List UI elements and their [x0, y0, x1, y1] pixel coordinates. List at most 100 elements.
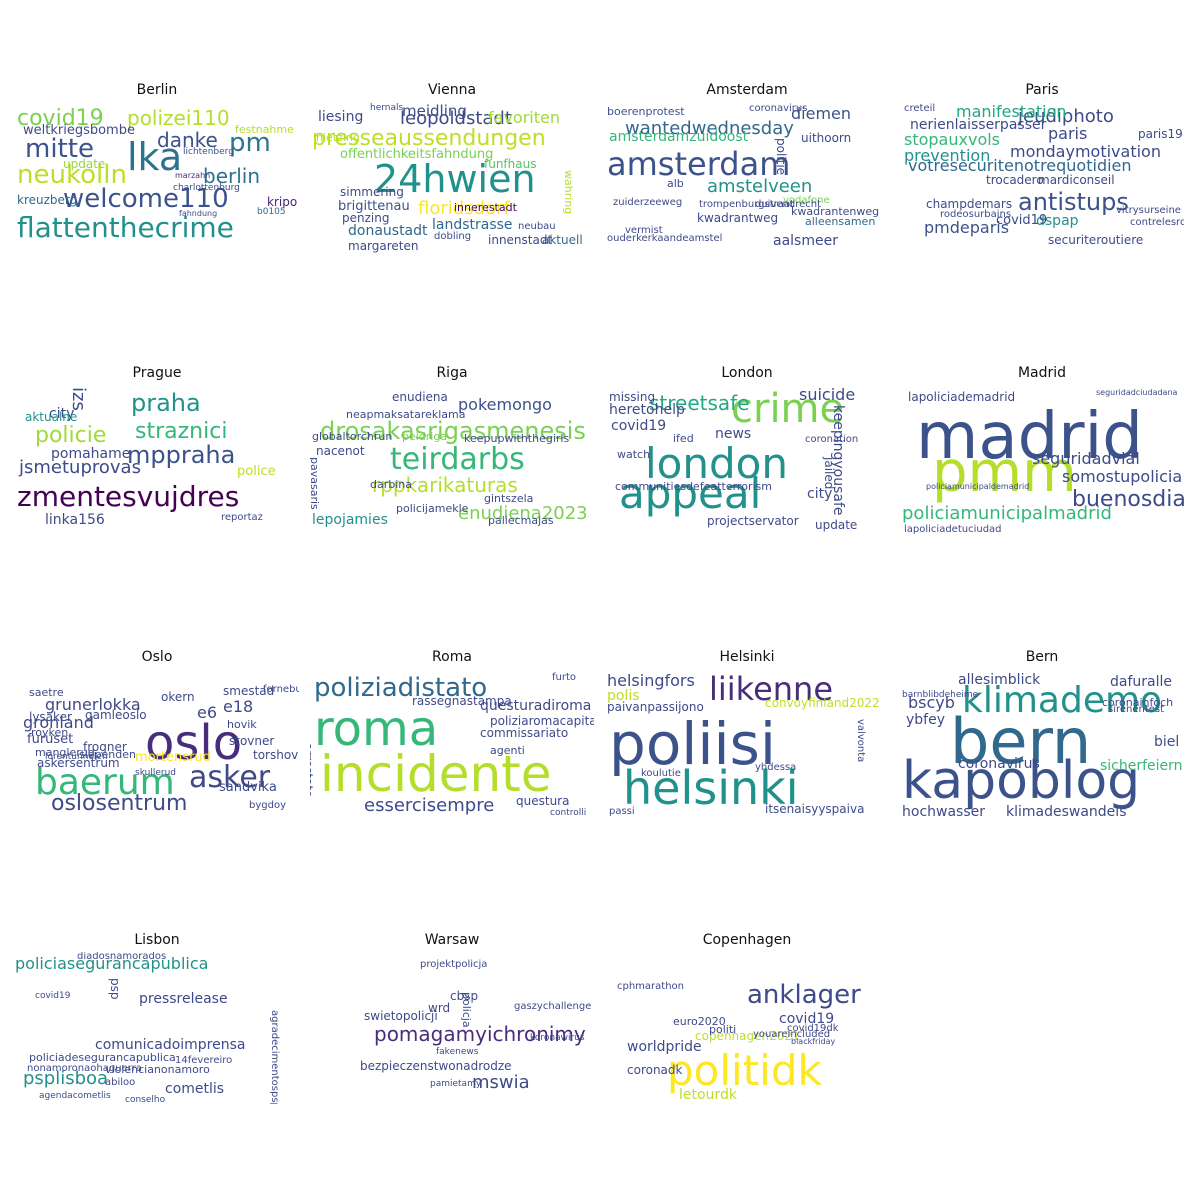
wordcloud-word: psplisboa: [23, 1068, 109, 1089]
wordcloud-word: antistups: [1018, 188, 1129, 216]
wordcloud-word: pavasaris: [310, 457, 321, 510]
wordcloud-word: vodafone: [783, 195, 830, 206]
wordcloud-panel-madrid: Madrid madrid pmm policiamunicipalmadrid seg…: [900, 363, 1184, 583]
wordcloud-word: biel: [1154, 734, 1180, 750]
wordcloud-panel-london: London london appeal crime streetsafe heretoh…: [605, 363, 889, 583]
wordcloud-panel-roma: Roma roma incidente poliziadistato essercise…: [310, 647, 594, 867]
wordcloud-word: b0105: [257, 207, 286, 217]
wordcloud-word: vitrysurseine: [1116, 205, 1181, 216]
wordcloud-word: covid19: [611, 418, 667, 434]
wordcloud-word: liikenne: [709, 670, 833, 708]
wordcloud-word: buenosdias: [1072, 487, 1184, 512]
wordcloud-word: coronavirus: [749, 103, 808, 114]
wordcloud-word: sicherfeiern: [1100, 758, 1183, 774]
wordcloud-word: securiteroutiere: [1048, 233, 1144, 247]
wordcloud-word: abiloo: [105, 1077, 136, 1088]
wordcloud-word: hochwasser: [902, 804, 985, 820]
wordcloud-word: manifestation: [956, 102, 1067, 121]
wordcloud-word: mortensrud: [135, 750, 211, 765]
wordcloud-word: dspap: [1036, 213, 1079, 229]
wordcloud-word: politidk: [667, 1046, 822, 1095]
wordcloud: pomagamyichronimy mswia bezpieczenstwonadr…: [310, 952, 594, 1104]
wordcloud-word: reportaz: [221, 512, 263, 523]
wordcloud-word: controlli: [550, 808, 587, 818]
wordcloud-word: update: [63, 157, 106, 171]
wordcloud-word: gronland: [23, 713, 94, 732]
wordcloud-word: e18: [223, 697, 254, 716]
wordcloud-word: pamietamy: [430, 1079, 482, 1089]
wordcloud-word: policijamekle: [396, 502, 469, 515]
wordcloud-word: grunerlokka: [45, 695, 141, 714]
wordcloud-word: champdemars: [926, 197, 1013, 211]
wordcloud-word: vermist: [625, 225, 663, 236]
wordcloud-word: lysaker: [29, 710, 72, 724]
wordcloud-word: amstelveen: [707, 176, 813, 197]
wordcloud-word: flattenthecrime: [17, 211, 234, 244]
wordcloud-word: lepojamies: [312, 512, 388, 528]
wordcloud-word: yhdessa: [755, 762, 797, 773]
wordcloud-word: bern: [950, 705, 1092, 778]
wordcloud: politidk anklager covid19 worldpride coronad…: [605, 952, 889, 1104]
wordcloud-word: covid19dk: [787, 1023, 839, 1034]
wordcloud-word: votresecuritenotrequotidien: [908, 156, 1132, 175]
panel-title: Roma: [432, 649, 472, 665]
wordcloud: teirdarbs drosakasrigasmenesis rppkarikatu…: [310, 385, 594, 537]
wordcloud-word: kreuzberg: [17, 193, 78, 207]
wordcloud: bern kapoblog klimademo allesimblick bscyb yb…: [900, 669, 1184, 821]
wordcloud: votresecuritenotrequotidien antistups jeud…: [900, 102, 1184, 254]
wordcloud-word: politie: [774, 138, 788, 176]
wordcloud-word: heretohelp: [609, 402, 685, 418]
wordcloud-word: neapmaksatareklama: [346, 408, 466, 421]
wordcloud-word: charlottenburg: [173, 183, 240, 193]
wordcloud-word: coronadk: [627, 1063, 683, 1077]
wordcloud-word: bscyb: [908, 693, 955, 712]
wordcloud-word: contrelesrodeos: [1130, 217, 1184, 228]
wordcloud-word: izs: [68, 387, 89, 411]
wordcloud-word: passi: [609, 806, 635, 817]
panel-title: Vienna: [427, 82, 477, 98]
wordcloud-word: presseaussendungen: [312, 126, 546, 151]
wordcloud-word: wantedwednesday: [625, 118, 794, 139]
wordcloud-word: danke: [157, 128, 218, 152]
wordcloud-word: polis: [607, 688, 640, 704]
wordcloud-word: manglerud: [35, 746, 95, 759]
panel-title: Helsinki: [719, 649, 775, 665]
wordcloud-word: psp: [108, 978, 122, 1000]
wordcloud-word: conselho: [125, 1095, 166, 1105]
wordcloud-word: ybfey: [906, 712, 945, 728]
wordcloud-word: commissariato: [480, 726, 569, 740]
wordcloud-word: pokemongo: [458, 395, 552, 414]
wordcloud-word: questuradiroma: [480, 698, 592, 714]
wordcloud-word: ouderkerkaandeamstel: [607, 233, 723, 244]
wordcloud-word: pmm: [932, 440, 1077, 505]
panel-title: Copenhagen: [702, 932, 792, 948]
wordcloud-word: creteil: [904, 103, 936, 114]
wordcloud-word: innerestadt: [454, 201, 517, 214]
wordcloud-word: kripo: [267, 195, 298, 209]
wordcloud-word: frogner: [83, 740, 127, 754]
wordcloud-word: askersentrum: [37, 756, 120, 770]
wordcloud-word: poliziaromacapitale: [490, 714, 594, 728]
wordcloud-word: offentlichkeitsfahndung: [340, 147, 494, 162]
wordcloud-word: paris: [1048, 124, 1088, 143]
wordcloud-word: copenhagen2021: [695, 1029, 800, 1043]
wordcloud-panel-warsaw: Warsaw pomagamyichronimy mswia bezpieczenst…: [310, 930, 594, 1150]
wordcloud-word: amsterdamzuidoost: [609, 129, 749, 145]
wordcloud: amsterdam wantedwednesday amstelveen amster…: [605, 102, 889, 254]
wordcloud-word: euro2020: [673, 1015, 726, 1028]
wordcloud-word: gaszychallenge: [514, 1001, 592, 1012]
wordcloud-word: projektpolicja: [420, 959, 488, 970]
wordcloud-word: wahring: [562, 170, 575, 215]
wordcloud-word: city: [49, 406, 75, 422]
wordcloud-word: questura: [516, 794, 570, 808]
wordcloud-word: donaustadt: [348, 223, 428, 239]
wordcloud-word: liesing: [318, 109, 364, 125]
wordcloud-word: swietopolicji: [364, 1009, 438, 1023]
wordcloud-word: bezpieczenstwonadrodze: [360, 1059, 512, 1073]
wordcloud-word: essercisempre: [364, 795, 495, 816]
wordcloud-word: lapoliciademadrid: [908, 390, 1016, 404]
wordcloud-word: helsinki: [623, 761, 799, 815]
wordcloud-word: pomagamyichronimy: [374, 1022, 586, 1046]
wordcloud-word: policja: [460, 992, 473, 1028]
wordcloud: 24hwien presseaussendungen leopoldstadt fav…: [310, 102, 594, 254]
